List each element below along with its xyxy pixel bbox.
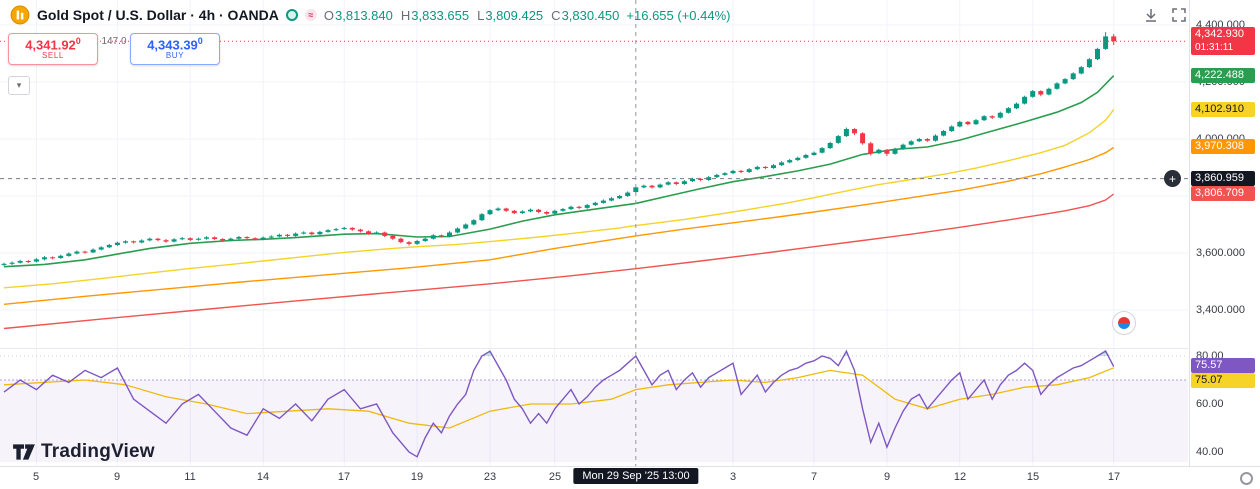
time-tick-label: 15	[1026, 471, 1040, 483]
sell-button[interactable]: 4,341.920 SELL	[8, 33, 98, 65]
close-label: C	[551, 7, 561, 23]
time-tick-label: 17	[337, 471, 351, 483]
price-axis-separator	[1189, 0, 1190, 466]
bar-countdown: 01:31:11	[1195, 42, 1234, 53]
indicators-collapse-button[interactable]: ▾	[8, 76, 30, 95]
time-axis-clock-icon[interactable]	[1240, 472, 1253, 485]
time-tick-label: 17	[1107, 471, 1121, 483]
high-value: 3,833.655	[411, 7, 470, 23]
chart-canvas[interactable]	[0, 0, 1188, 466]
time-tick-label: 11	[184, 471, 196, 483]
crosshair-price-badge: 3,860.959	[1191, 171, 1255, 186]
buy-button[interactable]: 4,343.390 BUY	[130, 33, 220, 65]
time-tick-label: 19	[410, 471, 424, 483]
time-axis-separator	[0, 466, 1260, 467]
price-change: +16.655 (+0.44%)	[626, 7, 731, 23]
rsi-value-badge: 75.07	[1191, 373, 1255, 388]
spread-value: 147.0	[101, 36, 127, 47]
time-tick-label: 9	[883, 471, 891, 483]
tradingview-wordmark: TradingView	[41, 441, 155, 462]
time-tick-label: 7	[810, 471, 818, 483]
ma-value-badge: 4,222.488	[1191, 68, 1255, 83]
economic-event-icon[interactable]	[1112, 311, 1136, 335]
add-alert-plus-button[interactable]: +	[1164, 170, 1181, 187]
time-tick-label: 25	[548, 471, 562, 483]
symbol-title[interactable]: Gold Spot / U.S. Dollar · 4h · OANDA	[37, 7, 279, 23]
high-label: H	[400, 7, 411, 23]
buy-label: BUY	[165, 51, 185, 61]
close-value: 3,830.450	[561, 7, 620, 23]
low-value: 3,809.425	[485, 7, 544, 23]
ma-value-badge: 3,806.709	[1191, 186, 1255, 201]
time-tick-label: 3	[729, 471, 737, 483]
time-tick-label: 9	[113, 471, 121, 483]
chart-actions	[1142, 6, 1188, 24]
tradingview-mark-icon	[13, 444, 35, 460]
time-axis[interactable]: 5 9 11 14 17 19 23 25 3 7 9 12 15 17 Mon 29 Sep '25 13…	[0, 467, 1260, 489]
time-tick-label: 12	[953, 471, 967, 483]
price-grid-label: 3,600.000	[1196, 247, 1245, 259]
last-price-badge: 4,342.930 01:31:11	[1191, 27, 1255, 55]
rsi-value-badge: 75.57	[1191, 358, 1255, 373]
last-price-value: 4,342.930	[1195, 28, 1244, 40]
time-tick-label: 5	[32, 471, 40, 483]
tradingview-logo[interactable]: TradingView	[12, 441, 155, 463]
ideas-icon[interactable]: ≈	[304, 9, 317, 21]
rsi-level-label: 60.00	[1196, 398, 1224, 410]
trade-panel: 4,341.920 SELL 147.0 4,343.390 BUY	[8, 33, 220, 65]
time-tick-label: 23	[483, 471, 497, 483]
symbol-header: Gold Spot / U.S. Dollar · 4h · OANDA ≈ O…	[10, 5, 730, 25]
price-axis[interactable]: 4,400.0004,200.0004,000.0003,800.0003,60…	[1190, 0, 1260, 466]
ma-value-badge: 3,970.308	[1191, 139, 1255, 154]
chevron-down-icon: ▾	[16, 80, 22, 90]
sell-label: SELL	[42, 51, 64, 61]
gold-symbol-icon	[10, 5, 30, 25]
ma-value-badge: 4,102.910	[1191, 102, 1255, 117]
sell-price: 4,341.920	[25, 36, 81, 53]
time-tick-label: 14	[256, 471, 270, 483]
buy-price: 4,343.390	[147, 36, 203, 53]
rsi-level-label: 40.00	[1196, 446, 1224, 458]
crosshair-time-badge: Mon 29 Sep '25 13:00	[573, 468, 699, 484]
low-label: L	[477, 7, 485, 23]
ohlc-readout: O 3,813.840 H 3,833.655 L 3,809.425 C 3,830.…	[324, 8, 620, 23]
fullscreen-icon[interactable]	[1170, 6, 1188, 24]
download-icon[interactable]	[1142, 6, 1160, 24]
market-status-icon[interactable]	[285, 9, 298, 21]
open-label: O	[323, 7, 335, 23]
price-grid-label: 3,400.000	[1196, 304, 1245, 316]
open-value: 3,813.840	[335, 7, 393, 23]
pane-separator[interactable]	[0, 348, 1188, 349]
